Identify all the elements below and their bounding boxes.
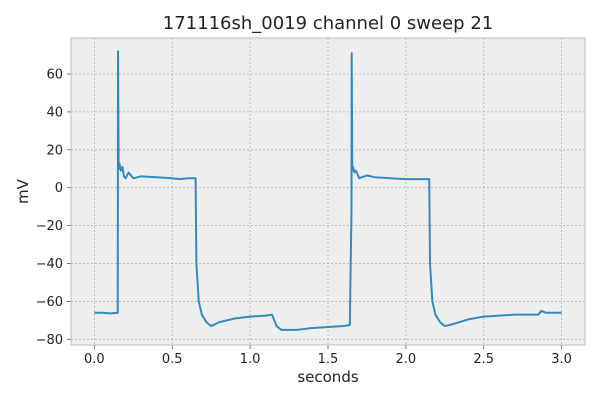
y-tick-label: 40 [46, 105, 63, 120]
y-ticks: −80 −60 −40 −20 0 20 40 60 [36, 68, 71, 348]
chart-title: 171116sh_0019 channel 0 sweep 21 [163, 13, 493, 34]
x-tick-label: 0.0 [84, 352, 105, 367]
y-tick-label: −40 [36, 257, 63, 272]
y-tick-label: −60 [36, 295, 63, 310]
x-tick-label: 1.0 [240, 352, 261, 367]
y-tick-label: 0 [55, 181, 63, 196]
series-layer [94, 50, 562, 331]
x-tick-label: 3.0 [551, 352, 572, 367]
y-tick-label: −80 [36, 333, 63, 348]
grid [71, 38, 585, 345]
y-tick-label: 60 [46, 68, 63, 83]
y-tick-label: −20 [36, 219, 63, 234]
x-ticks: 0.0 0.5 1.0 1.5 2.0 2.5 3.0 [84, 345, 572, 367]
x-tick-label: 1.5 [318, 352, 339, 367]
x-tick-label: 2.0 [396, 352, 417, 367]
y-axis-label: mV [14, 178, 32, 204]
plot-frame [70, 37, 586, 346]
x-tick-label: 2.5 [473, 352, 494, 367]
x-tick-label: 0.5 [162, 352, 183, 367]
x-axis-label: seconds [297, 368, 358, 386]
series-line [94, 50, 562, 331]
y-tick-label: 20 [46, 143, 63, 158]
